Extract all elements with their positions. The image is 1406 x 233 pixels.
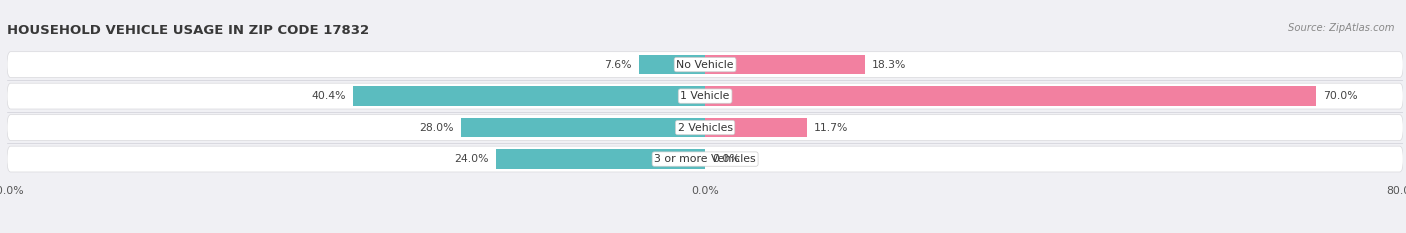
Text: 28.0%: 28.0% (419, 123, 454, 133)
Bar (706, 86, 1316, 106)
FancyBboxPatch shape (7, 52, 1403, 78)
FancyBboxPatch shape (7, 83, 1403, 109)
Text: 2 Vehicles: 2 Vehicles (678, 123, 733, 133)
Text: 1 Vehicle: 1 Vehicle (681, 91, 730, 101)
Bar (461, 118, 706, 137)
Text: 70.0%: 70.0% (1323, 91, 1358, 101)
Bar (706, 55, 865, 74)
Bar (353, 86, 706, 106)
Bar (638, 55, 706, 74)
Text: 18.3%: 18.3% (872, 60, 905, 70)
Bar (706, 118, 807, 137)
Text: Source: ZipAtlas.com: Source: ZipAtlas.com (1288, 23, 1395, 33)
Text: 11.7%: 11.7% (814, 123, 849, 133)
Text: 24.0%: 24.0% (454, 154, 489, 164)
Text: No Vehicle: No Vehicle (676, 60, 734, 70)
Text: 0.0%: 0.0% (711, 154, 740, 164)
Text: HOUSEHOLD VEHICLE USAGE IN ZIP CODE 17832: HOUSEHOLD VEHICLE USAGE IN ZIP CODE 1783… (7, 24, 370, 37)
Bar (496, 149, 706, 169)
FancyBboxPatch shape (7, 146, 1403, 172)
FancyBboxPatch shape (7, 115, 1403, 140)
Text: 7.6%: 7.6% (605, 60, 631, 70)
Text: 40.4%: 40.4% (311, 91, 346, 101)
Text: 3 or more Vehicles: 3 or more Vehicles (654, 154, 756, 164)
